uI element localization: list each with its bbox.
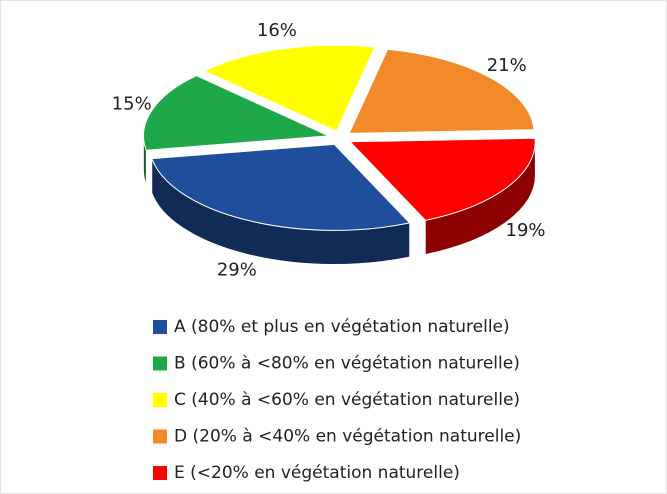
data-label: 19% [506, 220, 546, 241]
legend-label: C (40% à <60% en végétation naturelle) [174, 390, 520, 410]
legend-label: A (80% et plus en végétation naturelle) [174, 317, 510, 337]
pie-slice [143, 75, 331, 151]
data-label: 29% [217, 260, 257, 281]
pie-slice [348, 48, 535, 134]
legend-swatch [153, 466, 167, 480]
legend-label: D (20% à <40% en végétation naturelle) [174, 427, 521, 447]
legend-label: E (<20% en végétation naturelle) [174, 463, 460, 483]
data-label: 21% [487, 55, 527, 76]
pie-slice [151, 143, 411, 231]
pie-slice [349, 137, 536, 221]
legend-label: B (60% à <80% en végétation naturelle) [174, 354, 520, 374]
pie-slice [203, 44, 376, 132]
legend-swatch [153, 320, 167, 334]
legend-swatch [153, 429, 167, 444]
data-label: 15% [112, 94, 152, 115]
legend-swatch [153, 356, 167, 371]
data-label: 16% [257, 20, 297, 41]
legend-swatch [153, 393, 167, 407]
